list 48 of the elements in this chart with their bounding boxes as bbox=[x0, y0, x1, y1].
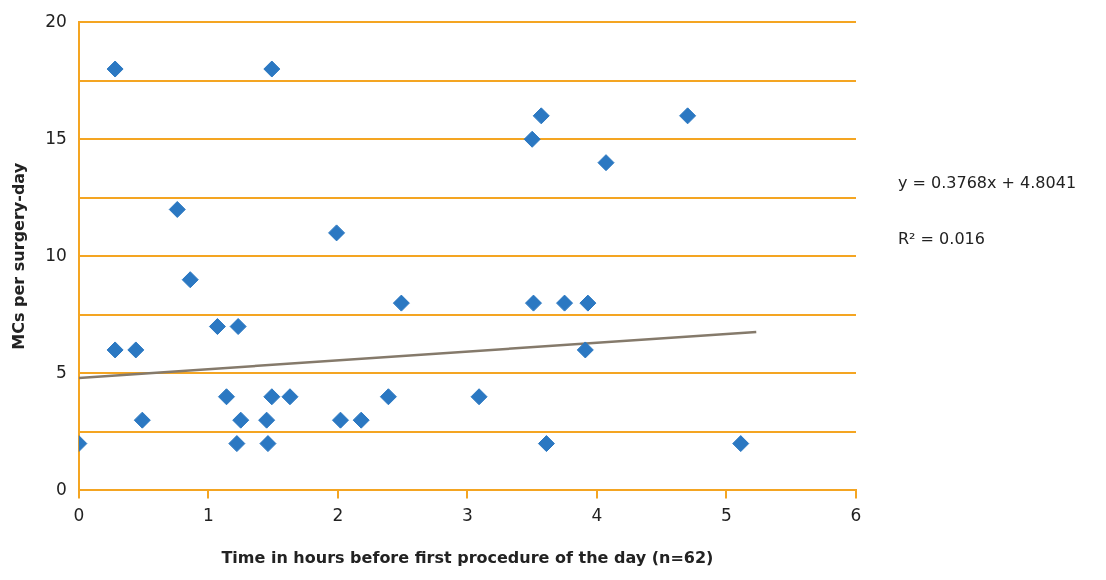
point bbox=[232, 411, 250, 429]
point bbox=[259, 435, 277, 453]
point bbox=[576, 341, 594, 359]
point bbox=[556, 294, 574, 312]
x-tick-label: 5 bbox=[721, 505, 732, 526]
x-tick-label: 2 bbox=[332, 505, 344, 526]
y-tick-label: 20 bbox=[45, 10, 67, 31]
point bbox=[352, 411, 370, 429]
point bbox=[379, 388, 397, 406]
x-axis-title: Time in hours before first procedure of the day (n=62) bbox=[221, 547, 714, 567]
point bbox=[168, 200, 186, 218]
y-tick-label: 15 bbox=[45, 127, 67, 148]
point bbox=[732, 435, 750, 453]
x-tick-label: 0 bbox=[73, 505, 85, 526]
x-tick-label: 1 bbox=[202, 505, 214, 526]
point bbox=[679, 107, 697, 125]
point bbox=[263, 60, 281, 78]
point bbox=[263, 388, 281, 406]
x-tick-label: 3 bbox=[462, 505, 473, 526]
x-tick-label: 4 bbox=[591, 505, 603, 526]
point bbox=[532, 107, 550, 125]
point bbox=[392, 294, 410, 312]
point bbox=[281, 388, 299, 406]
point bbox=[470, 388, 488, 406]
point bbox=[181, 271, 199, 289]
point bbox=[229, 318, 247, 336]
point bbox=[208, 318, 226, 336]
point bbox=[106, 341, 124, 359]
point bbox=[579, 294, 597, 312]
point bbox=[523, 130, 541, 148]
text: y = 0.3768x + 4.8041 bbox=[898, 173, 1077, 193]
point bbox=[217, 388, 235, 406]
point bbox=[127, 341, 145, 359]
text: R² = 0.016 bbox=[898, 229, 985, 249]
y-tick-label: 5 bbox=[56, 361, 67, 382]
y-tick-label: 0 bbox=[56, 478, 67, 499]
x-tick-label: 6 bbox=[850, 505, 862, 526]
point bbox=[524, 294, 542, 312]
point bbox=[537, 435, 555, 453]
point bbox=[597, 154, 615, 172]
y-tick-label: 10 bbox=[45, 244, 67, 265]
point bbox=[328, 224, 346, 242]
point bbox=[331, 411, 349, 429]
point bbox=[258, 411, 276, 429]
y-axis-title: MCs per surgery-day bbox=[8, 162, 28, 350]
point bbox=[106, 60, 124, 78]
point bbox=[133, 411, 151, 429]
point bbox=[228, 435, 246, 453]
